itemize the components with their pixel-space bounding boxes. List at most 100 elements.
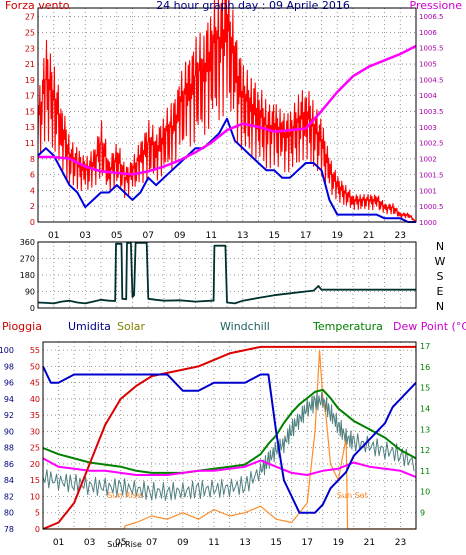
wind-y-tick: 21 (25, 60, 35, 69)
climate-x-tick: 23 (395, 538, 406, 548)
wind-speed-line (37, 0, 416, 222)
wind-y-tick: 2 (30, 202, 35, 211)
humidity-y-tick: 100 (0, 346, 14, 355)
pressure-y-tick: 1003 (419, 124, 437, 132)
rain-y-tick: 5 (35, 509, 40, 518)
humidity-y-tick: 92 (4, 411, 14, 420)
pressure-axis-label: Pressione (410, 0, 463, 12)
temperature-y-tick: 13 (420, 425, 430, 434)
windchill-line (42, 391, 415, 501)
humidity-y-tick: 98 (4, 362, 14, 371)
rain-y-tick: 10 (30, 492, 40, 501)
pressure-y-tick: 1000 (419, 219, 437, 227)
climate-x-tick: 17 (301, 538, 312, 548)
series-layer (37, 0, 417, 530)
pressure-y-tick: 1004 (419, 92, 437, 100)
wind-x-tick: 19 (332, 231, 344, 241)
climate-x-tick: 15 (270, 538, 281, 548)
rain-y-tick: 15 (30, 476, 40, 485)
rain-y-tick: 20 (30, 460, 40, 469)
wind-panel-frame (37, 7, 417, 223)
wind-average-line (37, 117, 416, 223)
dewpoint-line (42, 457, 417, 479)
climate-x-tick: 07 (146, 538, 157, 548)
climate-x-tick: 01 (53, 538, 64, 548)
wind-x-tick: 11 (206, 231, 217, 241)
humidity-y-tick: 90 (4, 427, 14, 436)
rain-y-tick: 45 (30, 379, 40, 388)
wind-x-tick: 13 (237, 231, 248, 241)
wind-x-tick: 03 (80, 231, 91, 241)
temperature-y-tick: 15 (420, 384, 430, 393)
humidity-y-tick: 78 (4, 525, 14, 534)
climate-x-tick: 21 (364, 538, 375, 548)
wind-y-tick: 17 (25, 92, 35, 101)
climate-x-tick: 13 (239, 538, 250, 548)
direction-y-tick: 90 (25, 288, 35, 297)
legend-label: Umidita (68, 320, 111, 333)
frame-layer (37, 7, 417, 530)
temperature-y-tick: 16 (420, 363, 430, 372)
sun-rise-annotation: Sun Rise (107, 491, 142, 500)
temperature-line (42, 388, 417, 474)
wind-x-tick: 09 (174, 231, 186, 241)
climate-x-tick: 11 (208, 538, 219, 548)
legend-label: Dew Point (°C) (393, 320, 466, 333)
compass-label: N (436, 300, 444, 313)
pressure-y-tick: 1001.5 (419, 171, 444, 179)
climate-x-tick: 05 (115, 538, 126, 548)
sun-rise-axis-label: Sun Rise (107, 540, 142, 549)
wind-y-tick: 13 (25, 123, 35, 132)
pressure-y-tick: 1006.5 (419, 13, 444, 21)
wind-y-tick: 8 (30, 155, 35, 164)
humidity-y-tick: 96 (4, 379, 14, 388)
direction-y-tick: 360 (20, 238, 35, 247)
temperature-y-tick: 12 (420, 446, 430, 455)
temperature-y-tick: 14 (420, 404, 430, 413)
pressure-y-tick: 1004.5 (419, 76, 444, 84)
rain-line (42, 345, 416, 530)
temperature-y-tick: 17 (420, 342, 430, 351)
wind-x-tick: 01 (48, 231, 59, 241)
compass-label: E (437, 285, 444, 298)
pressure-y-tick: 1002 (419, 156, 437, 164)
climate-x-tick: 03 (84, 538, 95, 548)
pressure-line (38, 44, 417, 176)
humidity-y-tick: 88 (4, 444, 14, 453)
legend-label: Solar (117, 320, 146, 333)
compass-label: N (436, 240, 444, 253)
pressure-y-tick: 1000.5 (419, 203, 444, 211)
pressure-y-tick: 1006 (419, 29, 437, 37)
wind-y-tick: 25 (25, 28, 35, 37)
compass-label: S (437, 270, 444, 283)
wind-axis-label: Forza vento (5, 0, 70, 12)
rain-y-tick: 25 (30, 444, 40, 453)
compass-label: W (435, 255, 446, 268)
humidity-y-tick: 82 (4, 492, 14, 501)
rain-y-tick: 40 (30, 395, 40, 404)
pressure-y-tick: 1003.5 (419, 108, 444, 116)
wind-x-tick: 21 (363, 231, 374, 241)
rain-y-tick: 35 (30, 411, 40, 420)
pressure-y-tick: 1001 (419, 187, 437, 195)
wind-x-tick: 05 (111, 231, 122, 241)
wind-x-tick: 07 (143, 231, 154, 241)
humidity-y-tick: 94 (4, 395, 14, 404)
wind-y-tick: 4 (30, 186, 35, 195)
climate-x-tick: 19 (333, 538, 345, 548)
temperature-y-tick: 9 (420, 508, 425, 517)
rain-y-tick: 55 (30, 346, 40, 355)
humidity-y-tick: 80 (4, 509, 14, 518)
wind-x-tick: 23 (395, 231, 406, 241)
direction-y-tick: 180 (20, 271, 35, 280)
pressure-y-tick: 1002.5 (419, 140, 444, 148)
wind-y-tick: 23 (25, 44, 35, 53)
direction-y-tick: 270 (20, 255, 35, 264)
direction-panel-frame (37, 241, 417, 309)
pressure-y-tick: 1005.5 (419, 45, 444, 53)
climate-x-tick: 09 (177, 538, 189, 548)
wind-y-tick: 27 (25, 13, 35, 22)
wind-y-tick: 6 (30, 171, 35, 180)
